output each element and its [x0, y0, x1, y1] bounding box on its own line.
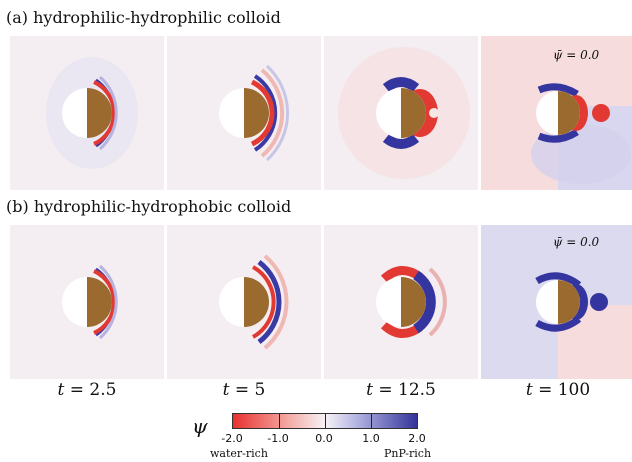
colorbar-tick-label: -2.0 [221, 432, 243, 445]
row-a-title: (a) hydrophilic-hydrophilic colloid [6, 8, 281, 27]
colorbar [232, 413, 418, 429]
colorbar-tick [279, 414, 280, 428]
colorbar-symbol: ψ [192, 414, 208, 438]
time-label: t = 5 [222, 380, 266, 400]
psi-mean-annotation: ψ̄ = 0.0 [553, 48, 600, 62]
colorbar-tick [371, 414, 372, 428]
colorbar-left-label: water-rich [210, 447, 268, 460]
time-label: t = 100 [525, 380, 591, 400]
colorbar-tick-label: 2.0 [408, 432, 426, 445]
panel-a-t2 [167, 36, 321, 190]
panel-a-t1 [10, 36, 164, 190]
time-label: t = 12.5 [366, 380, 436, 400]
colorbar-tick-label: 1.0 [362, 432, 380, 445]
panel-a-t4: ψ̄ = 0.0 [481, 36, 632, 190]
row-b-title: (b) hydrophilic-hydrophobic colloid [6, 197, 292, 216]
panel-a-t3 [324, 36, 478, 190]
panel-b-t3 [324, 225, 478, 379]
time-label: t = 2.5 [57, 380, 117, 400]
psi-mean-annotation: ψ̄ = 0.0 [553, 235, 600, 249]
colorbar-tick-label: 0.0 [315, 432, 333, 445]
colorbar-tick-label: -1.0 [267, 432, 289, 445]
colorbar-right-label: PnP-rich [384, 447, 432, 460]
colorbar-tick [325, 414, 326, 428]
panel-b-t1 [10, 225, 164, 379]
panel-b-t2 [167, 225, 321, 379]
panel-b-t4: ψ̄ = 0.0 [481, 225, 632, 379]
